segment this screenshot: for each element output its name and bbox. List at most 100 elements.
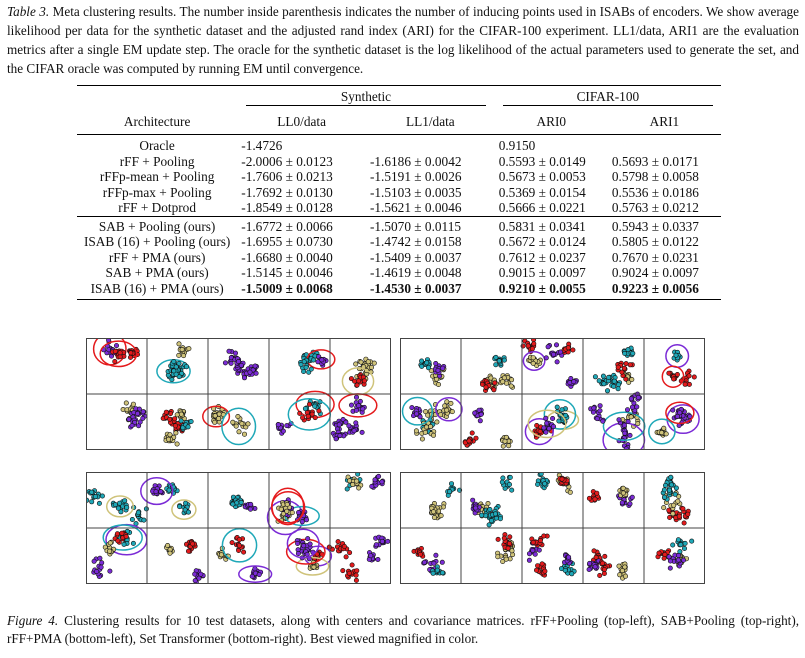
- cluster-point: [226, 348, 232, 354]
- cluster-point: [122, 498, 128, 504]
- cluster-point: [123, 533, 129, 539]
- cluster-point: [353, 577, 359, 583]
- cluster-point: [186, 509, 192, 515]
- cluster-point: [442, 403, 448, 409]
- cluster-point: [349, 562, 355, 568]
- table-row: SAB + Pooling (ours) -1.6772 ± 0.0066 -1.5…: [77, 215, 721, 234]
- cluster-point: [253, 370, 259, 376]
- cluster-point: [625, 419, 631, 425]
- covariance-ellipse: [602, 411, 646, 441]
- cluster-point: [373, 542, 379, 548]
- cluster-point: [169, 377, 175, 383]
- cluster-point: [434, 567, 440, 573]
- cluster-point: [666, 370, 672, 376]
- cluster-point: [117, 350, 123, 356]
- cluster-point: [600, 560, 606, 566]
- cluster-point: [192, 571, 198, 577]
- cell-ll0: -1.8549 ± 0.0128: [241, 200, 333, 215]
- cluster-point: [627, 501, 633, 507]
- cluster-point: [348, 402, 354, 408]
- cluster-point: [620, 490, 626, 496]
- cell-ll0: -1.5145 ± 0.0046: [241, 265, 333, 280]
- cluster-point: [500, 379, 506, 385]
- cluster-point: [130, 401, 136, 407]
- cluster-point: [113, 343, 119, 349]
- cell-architecture: SAB + PMA (ours): [105, 265, 209, 280]
- cluster-point: [675, 537, 681, 543]
- cluster-point: [591, 405, 597, 411]
- cluster-point: [422, 429, 428, 435]
- cluster-point: [659, 430, 665, 436]
- cluster-point: [379, 538, 385, 544]
- cluster-point: [444, 399, 450, 405]
- cluster-point: [337, 433, 343, 439]
- cluster-point: [691, 374, 697, 380]
- panel-set-transformer: [400, 472, 705, 584]
- cluster-point: [419, 363, 425, 369]
- cluster-point: [556, 418, 562, 424]
- cluster-point: [623, 361, 629, 367]
- cluster-point: [530, 548, 536, 554]
- cluster-point: [173, 371, 179, 377]
- cluster-point: [425, 365, 431, 371]
- cell-ari0: 0.9150: [494, 134, 608, 154]
- cluster-point: [356, 403, 362, 409]
- cluster-point: [112, 348, 118, 354]
- table-row: ISAB (16) + Pooling (ours) -1.6955 ± 0.07…: [77, 234, 721, 250]
- cluster-point: [355, 472, 361, 477]
- cluster-point: [536, 547, 542, 553]
- cluster-point: [586, 495, 592, 501]
- cell-architecture: rFFp-mean + Pooling: [99, 169, 215, 184]
- cluster-point: [312, 403, 318, 409]
- cluster-point: [681, 520, 687, 526]
- cluster-point: [678, 542, 684, 548]
- cell-architecture: ISAB (16) + Pooling (ours): [83, 234, 231, 249]
- cluster-cell: [401, 396, 463, 442]
- cluster-point: [486, 522, 492, 528]
- cluster-point: [298, 361, 304, 367]
- cluster-point: [539, 561, 545, 567]
- cluster-point: [289, 510, 295, 516]
- cell-ll0: -1.6772 ± 0.0066: [237, 215, 366, 234]
- cluster-point: [554, 359, 560, 365]
- cluster-point: [616, 563, 622, 569]
- cluster-point: [115, 538, 121, 544]
- cluster-point: [597, 403, 603, 409]
- cluster-point: [352, 378, 358, 384]
- cluster-point: [673, 352, 679, 358]
- cluster-cell: [660, 474, 691, 526]
- cluster-point: [487, 506, 493, 512]
- cluster-point: [662, 482, 668, 488]
- cluster-point: [530, 355, 536, 361]
- cluster-point: [357, 398, 363, 404]
- cluster-point: [623, 376, 629, 382]
- cluster-point: [301, 543, 307, 549]
- cluster-point: [228, 360, 234, 366]
- cluster-point: [591, 548, 597, 554]
- cluster-point: [562, 567, 568, 573]
- cluster-point: [600, 373, 606, 379]
- cluster-point: [439, 559, 445, 565]
- cluster-point: [500, 475, 506, 481]
- figure-label: Figure 4.: [7, 613, 59, 628]
- covariance-ellipse: [666, 404, 700, 435]
- cluster-point: [472, 410, 478, 416]
- cluster-point: [496, 358, 502, 364]
- cluster-point: [506, 443, 512, 449]
- cluster-cell: [164, 539, 206, 584]
- cluster-point: [385, 538, 391, 544]
- cluster-point: [124, 504, 130, 510]
- synthetic-group-header: Synthetic: [245, 89, 486, 106]
- cluster-point: [507, 534, 513, 540]
- cluster-point: [173, 364, 179, 370]
- cluster-point: [188, 419, 194, 425]
- cluster-point: [96, 500, 102, 506]
- cluster-point: [667, 558, 673, 564]
- cluster-point: [196, 575, 202, 581]
- cluster-point: [344, 486, 350, 492]
- cluster-point: [634, 404, 640, 410]
- cluster-point: [280, 428, 286, 434]
- cluster-point: [567, 489, 573, 495]
- cluster-point: [670, 511, 676, 517]
- cluster-cell: [418, 357, 447, 387]
